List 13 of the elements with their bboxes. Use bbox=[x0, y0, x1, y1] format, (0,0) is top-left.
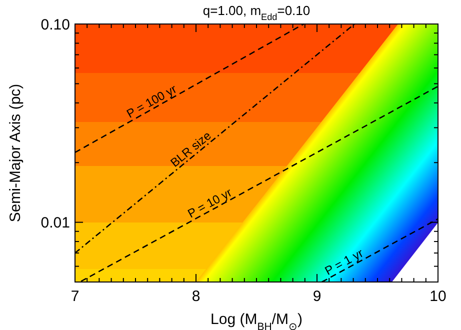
text: P = 1 yr bbox=[322, 246, 366, 278]
x-tick-label: 7 bbox=[70, 288, 80, 305]
x-tick-label: 9 bbox=[312, 288, 322, 305]
x-tick-label: 10 bbox=[430, 288, 446, 305]
y-axis-title: Semi-Major Axis (pc) bbox=[7, 84, 24, 222]
y-tick-label: 0.01 bbox=[40, 214, 70, 232]
chart-title: q=1.00, m$_{Edd}$=0.10 bbox=[202, 3, 310, 22]
text: BLR size bbox=[168, 128, 214, 170]
x-axis-title: Log (M$_{BH}$/M$_{⊙}$) bbox=[210, 311, 302, 330]
text: P = 100 yr bbox=[124, 82, 179, 121]
x-tick-label: 8 bbox=[192, 288, 200, 305]
y-tick-label: 0.10 bbox=[40, 16, 70, 34]
text: P = 10 yr bbox=[185, 185, 234, 221]
